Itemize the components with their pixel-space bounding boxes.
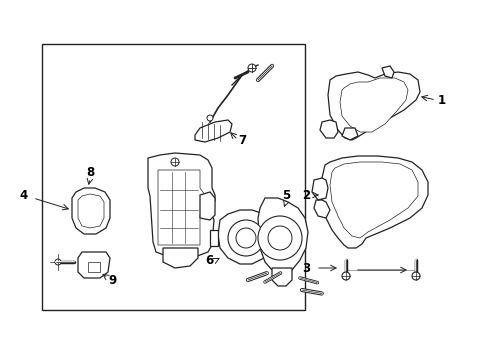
Polygon shape (209, 230, 218, 246)
Polygon shape (78, 252, 110, 278)
Text: 4: 4 (20, 189, 28, 202)
Circle shape (227, 220, 264, 256)
Circle shape (258, 216, 302, 260)
Circle shape (411, 272, 419, 280)
Text: 9: 9 (108, 274, 116, 287)
Polygon shape (163, 248, 198, 268)
Text: 8: 8 (86, 166, 94, 179)
Polygon shape (195, 120, 231, 142)
Circle shape (267, 226, 291, 250)
Polygon shape (319, 120, 337, 138)
Polygon shape (329, 162, 417, 238)
Circle shape (171, 158, 179, 166)
Circle shape (206, 115, 213, 121)
Circle shape (55, 259, 61, 265)
Polygon shape (313, 200, 329, 218)
Polygon shape (88, 262, 100, 272)
Text: 6: 6 (205, 253, 214, 266)
Polygon shape (341, 128, 357, 140)
Polygon shape (271, 268, 291, 286)
Polygon shape (218, 210, 273, 264)
Text: 7: 7 (238, 134, 245, 147)
Polygon shape (311, 178, 327, 200)
Polygon shape (381, 66, 393, 78)
Text: 3: 3 (301, 261, 309, 274)
Circle shape (247, 64, 256, 72)
Polygon shape (339, 78, 407, 132)
Text: 1: 1 (437, 94, 445, 107)
Polygon shape (148, 153, 215, 258)
Polygon shape (321, 156, 427, 248)
Circle shape (341, 272, 349, 280)
Circle shape (236, 228, 256, 248)
Polygon shape (200, 192, 215, 220)
Polygon shape (78, 194, 104, 228)
Polygon shape (327, 72, 419, 140)
Polygon shape (258, 198, 307, 274)
Polygon shape (158, 170, 204, 245)
Text: 5: 5 (281, 189, 289, 202)
Bar (42, 44, 305, 310)
Polygon shape (72, 188, 110, 234)
Text: 2: 2 (301, 189, 309, 202)
